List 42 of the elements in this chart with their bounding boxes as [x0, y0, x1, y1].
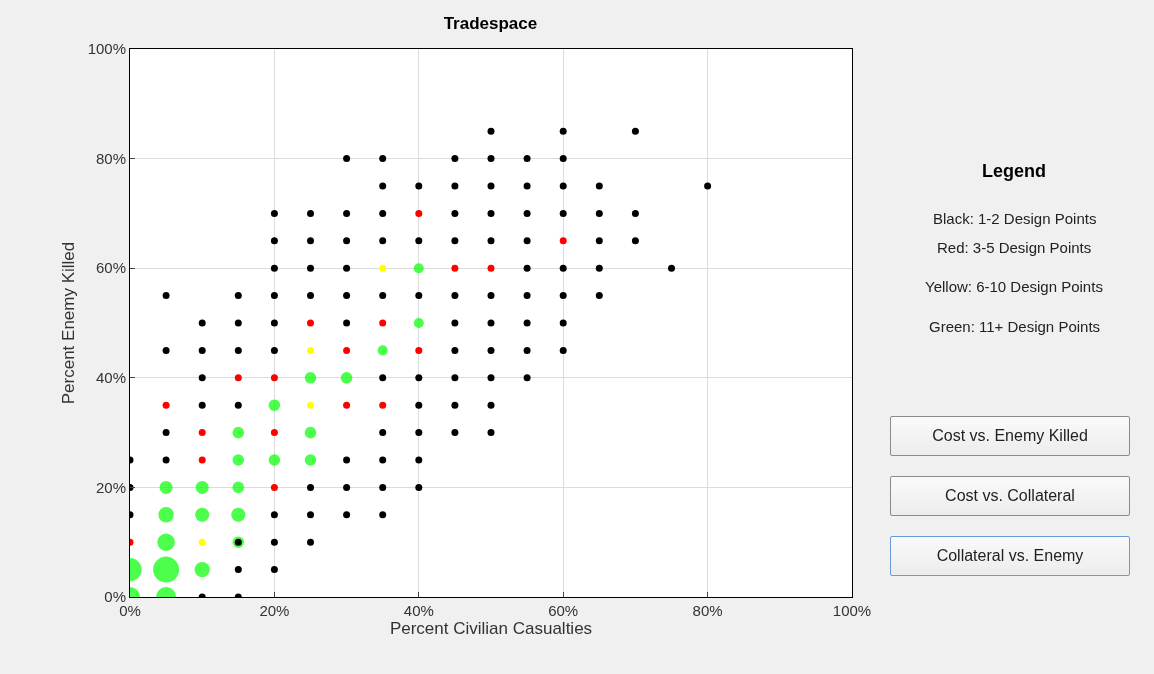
point [270, 374, 278, 382]
x-tick-label: 40% [403, 602, 434, 619]
x-tick-label: 20% [259, 602, 290, 619]
y-tick-label: 40% [95, 369, 126, 387]
point [379, 264, 387, 272]
text: Legend [982, 161, 1047, 181]
text: Black: 1-2 Design Points [933, 210, 1097, 227]
y-tick-label: 60% [95, 259, 126, 277]
point [379, 401, 387, 409]
point [487, 264, 495, 272]
chart-title: Tradespace [443, 13, 538, 33]
point [307, 346, 314, 354]
text: Green: 11+ Design Points [929, 318, 1101, 335]
x-tick-label: 100% [832, 602, 872, 619]
point [198, 538, 206, 546]
x-tick-label: 60% [548, 602, 579, 619]
y-tick-label: 80% [95, 149, 126, 167]
point [270, 483, 278, 491]
point [234, 374, 242, 382]
point [415, 346, 423, 354]
point [307, 319, 314, 327]
point [451, 264, 459, 272]
x-tick-label: 80% [692, 602, 723, 619]
y-tick-label: 100% [87, 40, 126, 58]
y-axis-title: Percent Enemy Killed [59, 241, 79, 405]
text: Cost vs. Enemy Killed [890, 416, 1130, 456]
point [270, 429, 278, 437]
point [162, 401, 170, 409]
text: Collateral vs. Enemy [890, 536, 1130, 576]
text: Cost vs. Collateral [890, 476, 1130, 516]
x-axis-title: Percent Civilian Casualties [389, 619, 593, 639]
text: Yellow: 6-10 Design Points [925, 278, 1103, 295]
point [415, 209, 423, 217]
point [307, 401, 314, 409]
y-tick-label: 20% [95, 478, 126, 496]
point [198, 456, 206, 464]
text: Red: 3-5 Design Points [937, 239, 1092, 256]
point [343, 346, 351, 354]
point [559, 237, 567, 245]
point [379, 319, 387, 327]
point [343, 401, 351, 409]
point [198, 429, 206, 437]
